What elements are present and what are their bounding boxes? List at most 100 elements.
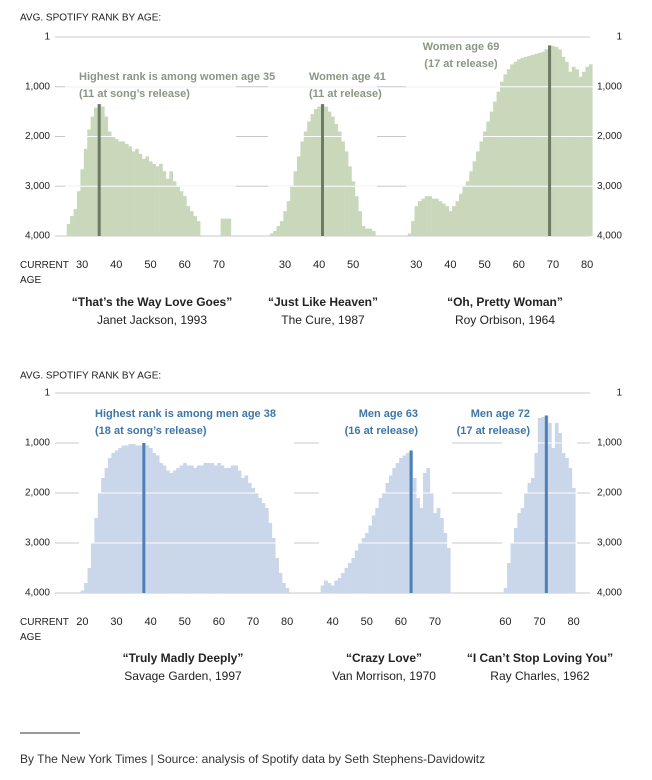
bar <box>193 216 197 236</box>
annotation: (16 at release) <box>345 425 419 437</box>
bar <box>241 477 245 593</box>
bar <box>337 577 342 593</box>
bar <box>575 69 579 236</box>
bar <box>513 61 518 237</box>
bar <box>148 447 153 593</box>
bar <box>507 562 511 593</box>
bar <box>148 161 153 236</box>
bar <box>285 587 290 593</box>
bar <box>472 161 477 236</box>
bar <box>368 525 373 593</box>
bar <box>138 153 143 236</box>
bar <box>224 218 228 236</box>
bar <box>517 512 522 593</box>
x-tick-label: 40 <box>313 259 325 271</box>
bar <box>273 231 277 236</box>
y-tick-label: 4,000 <box>597 588 622 599</box>
chart-subtitle: The Cure, 1987 <box>281 313 365 327</box>
bar <box>179 191 184 236</box>
bar <box>411 221 415 236</box>
bar <box>341 141 345 236</box>
x-tick-label: 80 <box>567 616 579 628</box>
bar <box>275 557 279 593</box>
bar <box>558 432 562 593</box>
bar <box>111 452 116 593</box>
bar <box>268 522 273 593</box>
bar <box>388 475 393 593</box>
bar <box>159 163 163 236</box>
bar <box>261 502 266 593</box>
bar <box>317 106 322 237</box>
bar <box>571 487 576 593</box>
x-tick-label: 70 <box>547 259 559 271</box>
bar <box>189 211 194 236</box>
bar <box>421 198 426 236</box>
bar <box>125 445 129 593</box>
bar <box>527 55 532 236</box>
bar <box>324 580 328 593</box>
bar <box>286 201 291 236</box>
bar <box>80 169 85 236</box>
bar <box>206 462 211 593</box>
y-tick-label: 4,000 <box>597 231 622 242</box>
bar <box>169 171 174 236</box>
bar <box>558 49 562 237</box>
y-tick-label: 1 <box>616 32 622 43</box>
bar <box>310 114 315 236</box>
annotation: (17 at release) <box>457 425 531 437</box>
bar <box>124 143 129 236</box>
bar <box>476 151 480 236</box>
bar <box>327 582 332 593</box>
bar <box>452 206 456 236</box>
bar <box>141 158 146 236</box>
y-tick-label: 1,000 <box>597 438 622 449</box>
bar <box>344 567 349 593</box>
bar <box>313 109 318 236</box>
x-tick-label: 30 <box>110 616 122 628</box>
bar <box>244 475 249 593</box>
bar <box>135 148 139 236</box>
bar <box>368 228 373 236</box>
bar <box>152 452 157 593</box>
bar <box>424 196 429 236</box>
bar <box>155 166 160 236</box>
bar <box>541 51 545 237</box>
bar <box>152 163 156 236</box>
bar <box>334 580 339 593</box>
annotation: (11 at song’s release) <box>79 88 190 100</box>
bar <box>588 64 593 236</box>
bar <box>358 211 362 236</box>
bar <box>438 201 443 236</box>
bar <box>320 585 325 593</box>
bar <box>378 497 383 593</box>
bar <box>334 124 339 236</box>
y-tick-label: 2,000 <box>597 488 622 499</box>
bar <box>395 462 400 593</box>
bar <box>83 148 88 236</box>
bar <box>561 56 566 237</box>
x-tick-label: 40 <box>444 259 456 271</box>
annotation: (11 at release) <box>309 88 382 100</box>
bar <box>407 233 412 236</box>
bar <box>176 186 180 236</box>
bar <box>131 443 136 593</box>
bar <box>145 156 150 236</box>
bar <box>520 507 525 593</box>
bar <box>534 53 538 236</box>
x-tick-label: 50 <box>478 259 490 271</box>
bar <box>551 447 556 593</box>
bar <box>90 542 95 593</box>
bar <box>114 138 119 236</box>
y-tick-label: 4,000 <box>25 588 50 599</box>
bar <box>220 465 225 593</box>
x-tick-label: 70 <box>247 616 259 628</box>
bar <box>385 482 390 593</box>
chart-title: “Truly Madly Deeply” <box>123 651 244 665</box>
bar <box>118 447 122 593</box>
bar <box>412 477 417 593</box>
bar <box>234 465 238 593</box>
bar <box>561 452 566 593</box>
chart-subtitle: Van Morrison, 1970 <box>332 669 436 683</box>
y-tick-label: 1,000 <box>25 81 50 92</box>
